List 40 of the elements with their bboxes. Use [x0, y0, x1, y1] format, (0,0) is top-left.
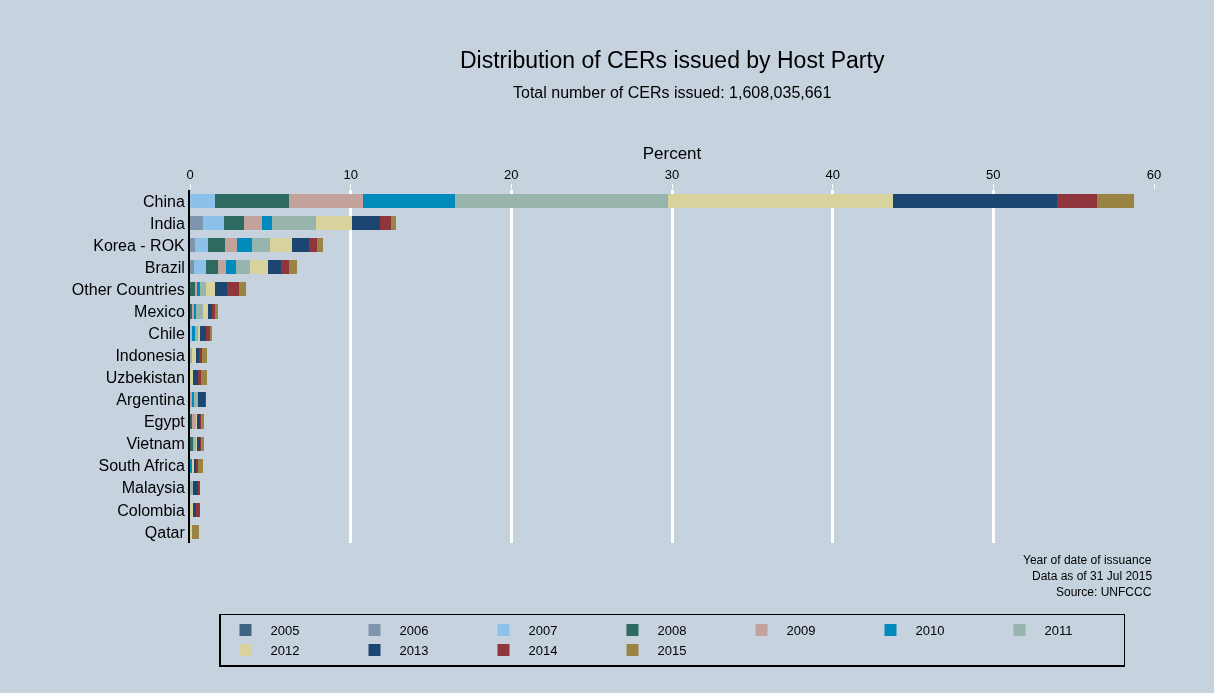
x-tick-label: 20	[504, 166, 519, 182]
legend-label: 2006	[399, 623, 429, 639]
legend-label: 2011	[1044, 623, 1073, 639]
x-tick-label: 10	[343, 166, 358, 182]
legend-label: 2014	[528, 643, 558, 659]
legend-label: 2013	[399, 643, 429, 659]
y-tick-label: China	[142, 192, 185, 210]
y-tick-label: Malaysia	[121, 479, 185, 497]
x-tick-label: 40	[825, 166, 840, 182]
y-tick-label: Egypt	[143, 413, 186, 431]
legend-label: 2009	[786, 623, 816, 639]
text: Data as of 31 Jul 2015	[1032, 569, 1153, 583]
y-tick-label: Brazil	[144, 258, 185, 276]
y-tick-label: Chile	[148, 325, 185, 343]
x-tick-label: 50	[986, 166, 1001, 182]
y-tick-label: Colombia	[117, 501, 185, 519]
source-note: Source: UNFCCC	[1056, 585, 1152, 599]
x-tick-label: 60	[1146, 166, 1162, 182]
y-tick-label: South Africa	[98, 457, 185, 475]
y-tick-label: Argentina	[116, 391, 185, 409]
legend-label: 2015	[657, 643, 687, 659]
legend-label: 2005	[270, 623, 300, 639]
text: Year of date of issuance	[1023, 553, 1152, 567]
chart-subtitle: Total number of CERs issued: 1,608,035,661	[513, 84, 832, 101]
legend-label: 2012	[270, 643, 300, 659]
legend-label: 2008	[657, 623, 687, 639]
chart-title: Distribution of CERs issued by Host Party	[460, 47, 885, 73]
y-tick-label: Uzbekistan	[105, 369, 185, 387]
y-tick-label: Indonesia	[115, 347, 185, 365]
y-tick-label: Mexico	[134, 302, 185, 320]
y-tick-label: India	[150, 214, 185, 232]
y-tick-label: Vietnam	[126, 435, 185, 453]
x-tick-label: 30	[664, 166, 680, 182]
legend-label: 2010	[915, 623, 945, 639]
legend-label: 2007	[528, 623, 558, 639]
x-tick-label: 0	[186, 166, 194, 182]
x-axis-title: Percent	[642, 144, 702, 164]
y-tick-label: Other Countries	[71, 280, 185, 298]
y-tick-label: Qatar	[144, 523, 186, 541]
y-tick-label: Korea - ROK	[93, 236, 186, 254]
